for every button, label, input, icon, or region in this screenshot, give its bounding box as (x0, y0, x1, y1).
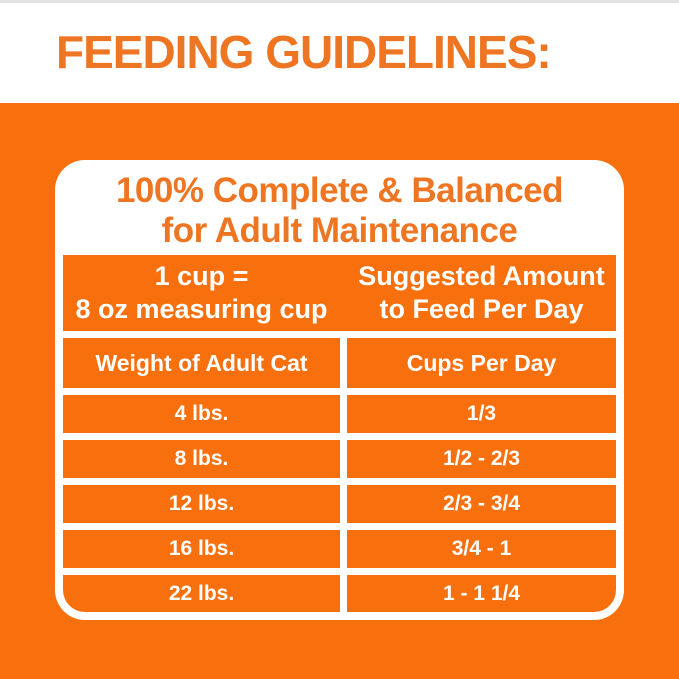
feeding-guidelines-card: 100% Complete & Balanced for Adult Maint… (55, 160, 624, 620)
header-suggested-amount-line2: to Feed Per Day (379, 294, 584, 324)
weight-cell: 12 lbs. (63, 485, 340, 523)
weight-cell: 22 lbs. (63, 575, 340, 612)
column-header-row: Weight of Adult Cat Cups Per Day (63, 338, 616, 388)
header-cup-equivalence: 1 cup = 8 oz measuring cup (63, 255, 340, 331)
table-row: 4 lbs. 1/3 (63, 395, 616, 433)
cups-cell: 1/3 (347, 395, 616, 433)
card-title: 100% Complete & Balanced for Adult Maint… (63, 160, 616, 255)
card-title-line1: 100% Complete & Balanced (115, 170, 564, 210)
table-row: 8 lbs. 1/2 - 2/3 (63, 440, 616, 478)
page-title: FEEDING GUIDELINES: (56, 26, 552, 78)
header-suggested-amount: Suggested Amount to Feed Per Day (347, 255, 616, 331)
weight-cell: 16 lbs. (63, 530, 340, 568)
table-row: 12 lbs. 2/3 - 3/4 (63, 485, 616, 523)
table-row: 22 lbs. 1 - 1 1/4 (63, 575, 616, 612)
image-top-edge (0, 0, 679, 3)
card-title-line2: for Adult Maintenance (161, 210, 518, 250)
header-suggested-amount-line1: Suggested Amount (358, 261, 605, 291)
column-header-cups: Cups Per Day (347, 338, 616, 388)
header-cup-equivalence-line1: 1 cup = (154, 261, 249, 291)
feeding-table: 1 cup = 8 oz measuring cup Suggested Amo… (63, 255, 616, 612)
table-header-row: 1 cup = 8 oz measuring cup Suggested Amo… (63, 255, 616, 331)
cups-cell: 1/2 - 2/3 (347, 440, 616, 478)
weight-cell: 4 lbs. (63, 395, 340, 433)
cups-cell: 2/3 - 3/4 (347, 485, 616, 523)
header-band: FEEDING GUIDELINES: (0, 3, 679, 103)
header-cup-equivalence-line2: 8 oz measuring cup (75, 294, 328, 324)
column-header-weight: Weight of Adult Cat (63, 338, 340, 388)
weight-cell: 8 lbs. (63, 440, 340, 478)
cups-cell: 1 - 1 1/4 (347, 575, 616, 612)
table-row: 16 lbs. 3/4 - 1 (63, 530, 616, 568)
cups-cell: 3/4 - 1 (347, 530, 616, 568)
